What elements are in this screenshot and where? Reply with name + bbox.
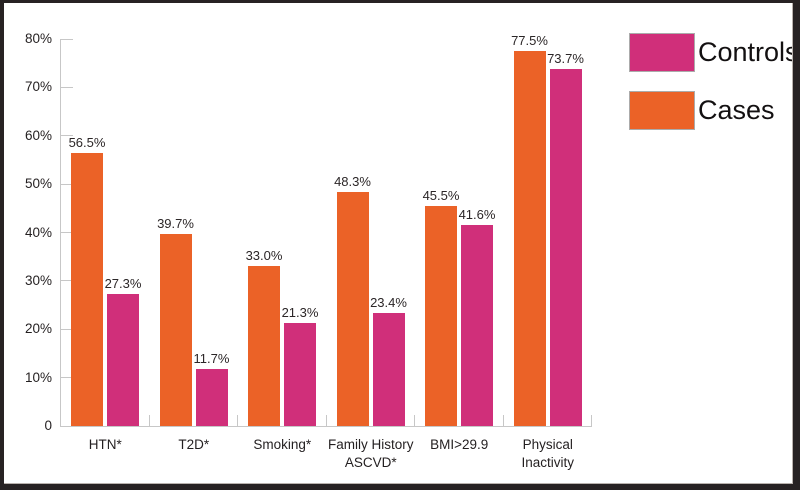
bar-value-label: 33.0%	[245, 248, 283, 264]
bar-group: 33.0% 21.3% Smoking*	[238, 39, 327, 452]
bar-value-label: 73.7%	[547, 51, 584, 67]
x-axis-category-label: Smoking*	[253, 437, 312, 452]
y-axis-tick	[61, 328, 73, 330]
bar-value-label: 77.5%	[511, 33, 548, 49]
bar-value-label: 27.3%	[104, 275, 142, 291]
bar-value-label: 45.5%	[422, 187, 460, 203]
legend-item-cases: Cases	[629, 91, 799, 130]
bar-value-label: 39.7%	[157, 215, 194, 231]
legend-swatch-cases	[629, 91, 695, 130]
y-axis-tick-label: 60%	[24, 127, 52, 143]
y-axis-tick-label: 80%	[24, 31, 52, 46]
x-axis-category-label: HTN*	[88, 437, 122, 452]
plot-area: 0 10% 20% 30% 40% 50% 60% 70% 80% 56.5% 27.3% HTN* 3…	[25, 31, 593, 470]
bar-value-label: 21.3%	[281, 304, 319, 320]
bar-group: 39.7% 11.7% T2D*	[150, 39, 239, 452]
bar-cases	[336, 192, 369, 426]
legend-label-cases: Cases	[698, 95, 775, 125]
bar-controls	[549, 69, 582, 426]
bar-group: 77.5% 73.7% Physical Inactivity	[504, 33, 593, 470]
x-axis-tick	[237, 415, 238, 426]
x-axis-category-label: T2D*	[178, 437, 210, 452]
bar-value-label: 11.7%	[193, 351, 230, 367]
y-axis-tick	[61, 280, 73, 282]
bar-controls	[284, 322, 316, 426]
y-axis-tick	[61, 232, 73, 233]
x-axis-tick	[148, 415, 150, 426]
y-axis-tick-label: 10%	[24, 369, 52, 385]
y-axis-tick	[61, 183, 73, 185]
bar-value-label: 48.3%	[334, 174, 371, 190]
x-axis-tick	[591, 415, 592, 426]
bar-group: 56.5% 27.3% HTN*	[61, 39, 150, 452]
x-axis-category-label: BMI>29.9	[430, 437, 489, 452]
y-axis-tick	[61, 38, 73, 40]
y-axis-tick	[61, 135, 73, 137]
x-axis-tick	[502, 415, 504, 426]
bar-cases	[513, 51, 546, 426]
y-axis-tick-label: 20%	[24, 321, 52, 337]
bar-cases	[159, 233, 192, 426]
bar-cases	[425, 205, 457, 426]
bar-value-label: 56.5%	[68, 134, 106, 150]
bar-controls	[372, 312, 405, 426]
y-axis-tick-label: 0	[44, 418, 52, 433]
bar-cases	[248, 266, 280, 426]
bar-group: 48.3% 23.4% Family History ASCVD*	[327, 39, 416, 470]
bar-controls	[461, 224, 493, 426]
x-axis-tick	[325, 415, 327, 426]
x-axis-tick	[414, 415, 415, 426]
x-axis-category-label: Physical Inactivity	[521, 437, 575, 470]
bar-controls	[107, 293, 139, 426]
legend-label-controls: Controls	[698, 37, 799, 67]
x-axis-category-label: Family History ASCVD*	[327, 437, 414, 470]
bar-value-label: 23.4%	[370, 294, 407, 310]
bar-value-label: 41.6%	[458, 206, 496, 222]
y-axis-tick	[61, 377, 73, 379]
y-axis-tick	[61, 86, 73, 88]
legend-item-controls: Controls	[629, 33, 799, 72]
bar-controls	[195, 369, 228, 426]
bar-cases	[71, 152, 103, 426]
y-axis-tick-label: 50%	[24, 176, 52, 192]
y-axis-tick-label: 70%	[24, 79, 52, 95]
legend: Controls Cases	[629, 33, 799, 149]
y-axis-tick-label: 30%	[24, 272, 52, 288]
legend-swatch-controls	[629, 33, 695, 72]
y-axis-tick-label: 40%	[24, 224, 52, 240]
bar-group: 45.5% 41.6% BMI>29.9	[415, 39, 504, 452]
